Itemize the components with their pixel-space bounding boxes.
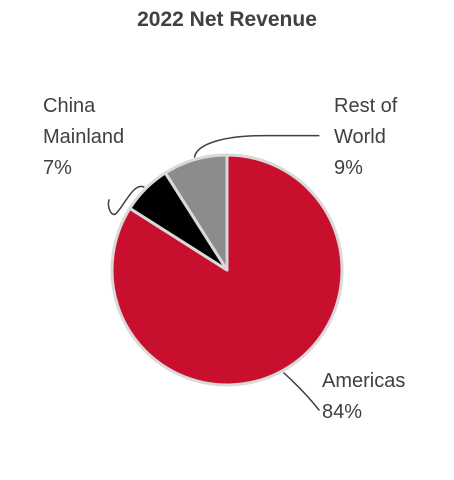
label-americas-name: Americas [322,370,406,392]
label-china-mainland: China Mainland 7% [43,91,124,184]
label-row-line1: Rest of [334,95,398,117]
label-americas-value: 84% [322,401,363,423]
label-rest-of-world: Rest of World 9% [334,91,397,184]
label-americas: Americas 84% [322,366,405,428]
label-row-value: 9% [334,157,363,179]
leader-americas [282,371,320,411]
label-china-value: 7% [43,157,72,179]
chart-title: 2022 Net Revenue [137,8,317,31]
leader-china-mainland [107,185,145,216]
label-china-line1: China [43,95,96,117]
label-china-line2: Mainland [43,126,125,148]
label-row-line2: World [334,126,386,148]
slice-rest-of-world [163,153,229,272]
leader-rest-of-world [193,134,320,158]
